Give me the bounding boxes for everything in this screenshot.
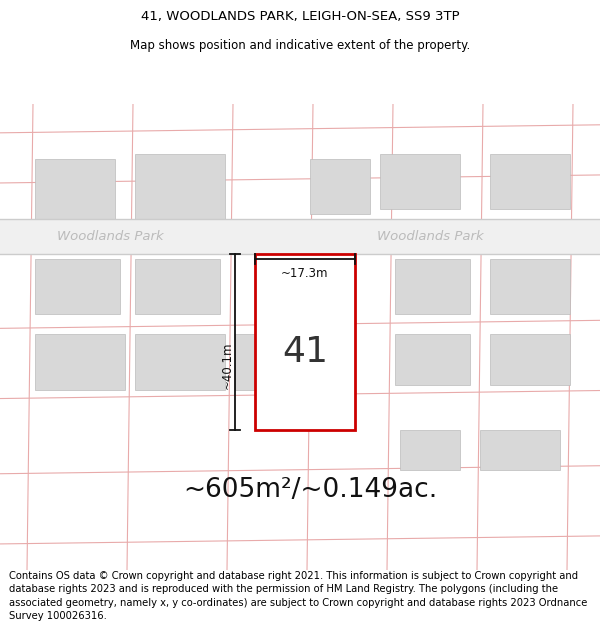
Text: 41: 41 [282, 335, 328, 369]
Bar [400, 429, 460, 470]
Bar [310, 159, 370, 214]
Bar [135, 259, 220, 314]
Bar [490, 334, 570, 384]
Bar [135, 334, 225, 389]
Text: ~605m²/~0.149ac.: ~605m²/~0.149ac. [183, 477, 437, 502]
Bar [0, 219, 600, 254]
Text: ~17.3m: ~17.3m [281, 268, 329, 280]
Text: Woodlands Park: Woodlands Park [56, 230, 163, 243]
Bar [255, 254, 355, 429]
Text: Map shows position and indicative extent of the property.: Map shows position and indicative extent… [130, 39, 470, 52]
Bar [395, 259, 470, 314]
Text: ~40.1m: ~40.1m [221, 342, 233, 389]
Bar [35, 334, 125, 389]
Text: Woodlands Park: Woodlands Park [377, 230, 484, 243]
Text: Contains OS data © Crown copyright and database right 2021. This information is : Contains OS data © Crown copyright and d… [9, 571, 587, 621]
Bar [35, 259, 120, 314]
Bar [490, 154, 570, 209]
Bar [380, 154, 460, 209]
Bar [395, 334, 470, 384]
Bar [135, 154, 225, 229]
Bar [235, 334, 300, 389]
Text: 41, WOODLANDS PARK, LEIGH-ON-SEA, SS9 3TP: 41, WOODLANDS PARK, LEIGH-ON-SEA, SS9 3T… [140, 10, 460, 23]
Bar [35, 159, 115, 219]
Bar [480, 429, 560, 470]
Bar [490, 259, 570, 314]
